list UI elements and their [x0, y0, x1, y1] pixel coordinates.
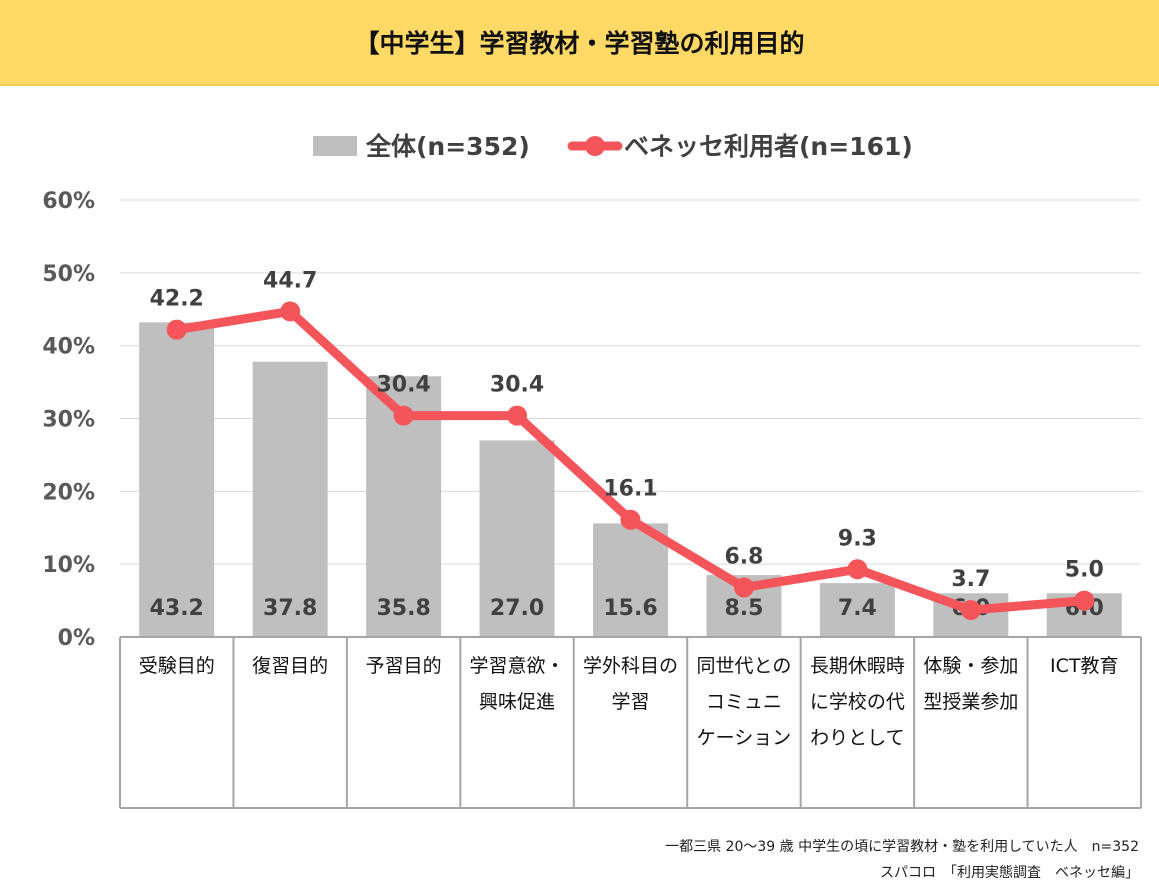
legend-label-line: ベネッセ利用者(n=161) [624, 132, 913, 161]
category-label: わりとして [810, 727, 904, 749]
line-point [960, 600, 981, 621]
bar [252, 361, 328, 637]
line-value-label: 3.7 [951, 567, 990, 592]
line-value-label: 9.3 [838, 526, 877, 551]
line-point [733, 577, 754, 598]
line-point [166, 319, 187, 340]
line-value-label: 5.0 [1065, 558, 1104, 583]
line-value-label: 30.4 [490, 373, 544, 398]
y-tick-label: 10% [42, 553, 95, 578]
category-label: 興味促進 [479, 691, 555, 713]
bar [593, 523, 668, 637]
footnote-source: スパコロ 「利用実態調査 ベネッセ編」 [880, 865, 1139, 881]
bar-value-label: 37.8 [263, 596, 317, 621]
bar-value-label: 43.2 [150, 596, 204, 621]
line-value-label: 6.8 [724, 544, 763, 569]
category-label: 体験・参加 [923, 655, 1018, 677]
line-point [847, 559, 868, 580]
title-bar: 【中学生】学習教材・学習塾の利用目的 [0, 0, 1159, 86]
line-value-label: 42.2 [150, 287, 204, 312]
legend-label-bars: 全体(n=352) [365, 132, 530, 161]
line-point [507, 405, 528, 426]
y-tick-label: 20% [42, 480, 95, 505]
category-label: 長期休暇時 [810, 655, 905, 677]
y-tick-label: 30% [42, 408, 95, 433]
category-label: ケーション [697, 727, 792, 749]
category-label: 型授業参加 [923, 691, 1018, 713]
bar-value-label: 27.0 [490, 596, 544, 621]
category-label: 同世代との [697, 655, 792, 677]
bar [139, 322, 215, 637]
y-tick-label: 50% [42, 262, 95, 287]
bar [819, 583, 895, 637]
bar-value-label: 15.6 [603, 596, 657, 621]
category-label: 復習目的 [252, 655, 328, 677]
category-label: 学外科目の [583, 655, 678, 677]
line-point [620, 509, 641, 530]
line-value-label: 44.7 [263, 268, 317, 293]
category-label: ICT教育 [1050, 655, 1118, 677]
y-tick-label: 0% [58, 626, 95, 651]
footnote-survey: 一都三県 20～39 歳 中学生の頃に学習教材・塾を利用していた人 n=352 [665, 839, 1139, 855]
bar-value-label: 8.5 [724, 596, 763, 621]
line-point [280, 301, 301, 322]
category-label: 学習 [611, 691, 649, 713]
chart: 0% 10% 20% 30% 40% 50% 60% 受験目的 復習目的 予習目的 学習意欲・興味促… [42, 132, 1142, 809]
category-label: コミュニ [706, 691, 782, 713]
bar [479, 440, 555, 637]
legend-swatch-bars [313, 136, 357, 156]
line-value-label: 30.4 [376, 373, 430, 398]
category-label: 学習意欲・ [470, 655, 565, 677]
legend-marker-line [585, 136, 605, 156]
category-label: に学校の代 [810, 691, 905, 713]
category-label: 予習目的 [366, 655, 442, 677]
y-tick-label: 40% [42, 335, 95, 360]
bar-value-label: 7.4 [838, 596, 877, 621]
bar-value-label: 35.8 [376, 596, 430, 621]
category-label: 受験目的 [139, 655, 215, 677]
y-tick-label: 60% [42, 189, 95, 214]
line-point [1074, 590, 1095, 611]
line-value-label: 16.1 [603, 477, 657, 502]
line-point [393, 405, 414, 426]
chart-title: 【中学生】学習教材・学習塾の利用目的 [354, 29, 805, 58]
